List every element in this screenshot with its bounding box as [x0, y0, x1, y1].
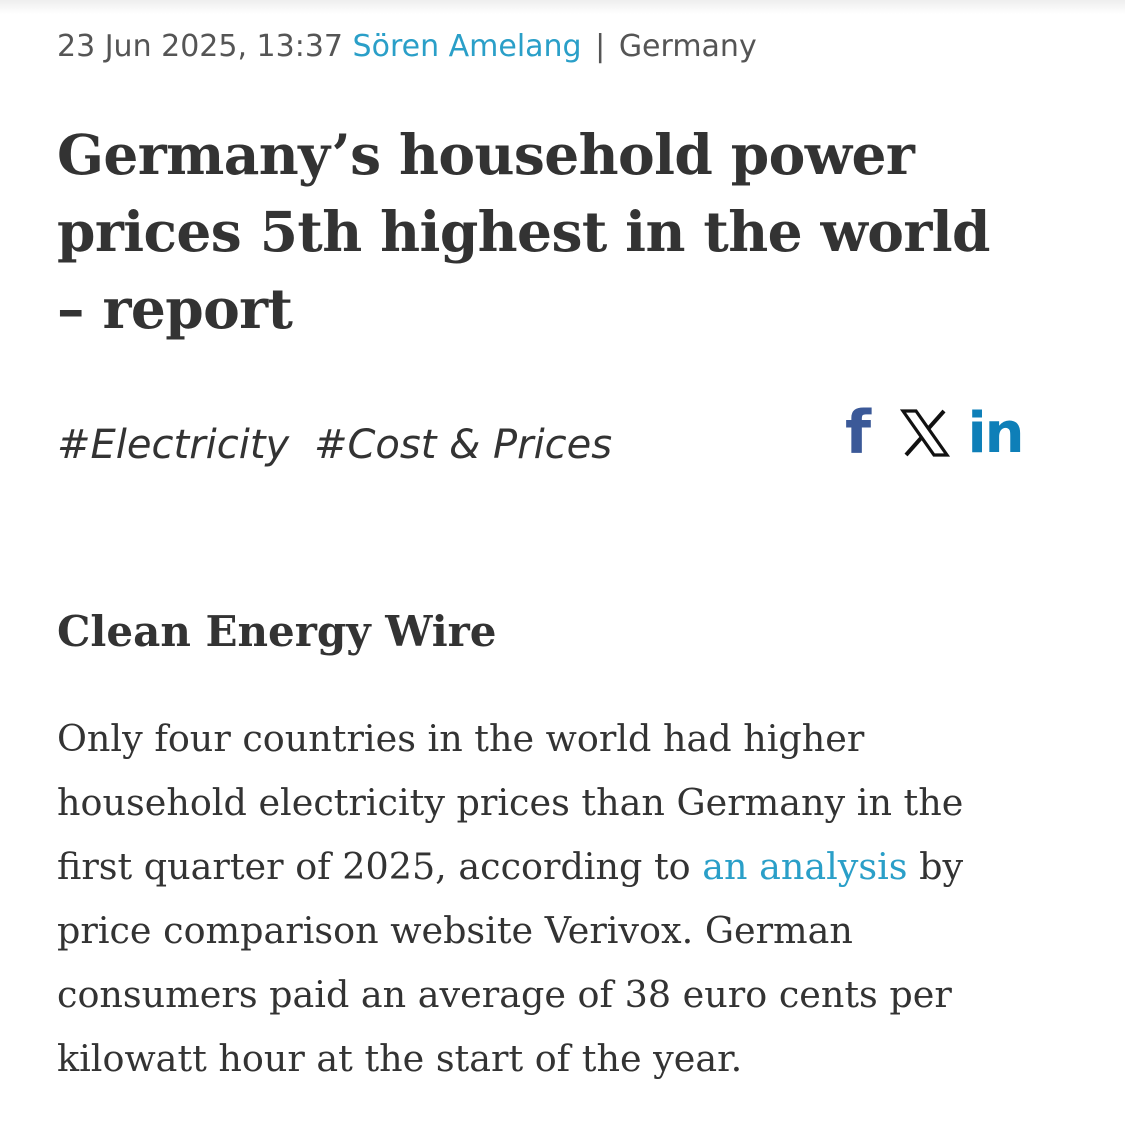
article-lead-paragraph: Only four countries in the world had hig…: [57, 707, 1087, 1091]
headline-line: – report: [57, 276, 293, 341]
x-logo-glyph: [900, 409, 950, 457]
paragraph-line: household electricity prices than German…: [57, 781, 964, 824]
paragraph-line: price comparison website Verivox. German: [57, 909, 853, 952]
linkedin-glyph: in: [967, 400, 1024, 466]
paragraph-text: by: [907, 845, 964, 888]
share-bar: f in: [840, 398, 1040, 468]
article-headline: Germany’s household power prices 5th hig…: [57, 116, 1087, 347]
paragraph-line: kilowatt hour at the start of the year.: [57, 1037, 743, 1080]
paragraph-line: consumers paid an average of 38 euro cen…: [57, 973, 952, 1016]
article-meta: 23 Jun 2025, 13:37 Sören Amelang | Germa…: [57, 24, 757, 70]
tag-cost-prices[interactable]: #Cost & Prices: [313, 422, 613, 468]
facebook-glyph: f: [844, 398, 872, 468]
author-link[interactable]: Sören Amelang: [352, 29, 582, 64]
linkedin-icon[interactable]: in: [964, 398, 1026, 468]
article-tags: #Electricity #Cost & Prices: [57, 417, 624, 473]
paragraph-text: first quarter of 2025, according to: [57, 845, 703, 888]
top-edge-shadow: [0, 0, 1125, 14]
analysis-link[interactable]: an analysis: [702, 845, 908, 888]
publish-date: 23 Jun 2025, 13:37: [57, 29, 343, 64]
paragraph-line: Only four countries in the world had hig…: [57, 717, 865, 760]
headline-line: prices 5th highest in the world: [57, 199, 990, 264]
paragraph-line: first quarter of 2025, according to an a…: [57, 835, 1087, 899]
meta-separator: |: [595, 29, 606, 64]
x-icon[interactable]: [895, 398, 955, 468]
headline-line: Germany’s household power: [57, 122, 915, 187]
facebook-icon[interactable]: f: [840, 398, 876, 468]
source-heading: Clean Energy Wire: [57, 607, 497, 656]
category-label[interactable]: Germany: [618, 29, 757, 64]
tag-electricity[interactable]: #Electricity: [57, 422, 290, 468]
